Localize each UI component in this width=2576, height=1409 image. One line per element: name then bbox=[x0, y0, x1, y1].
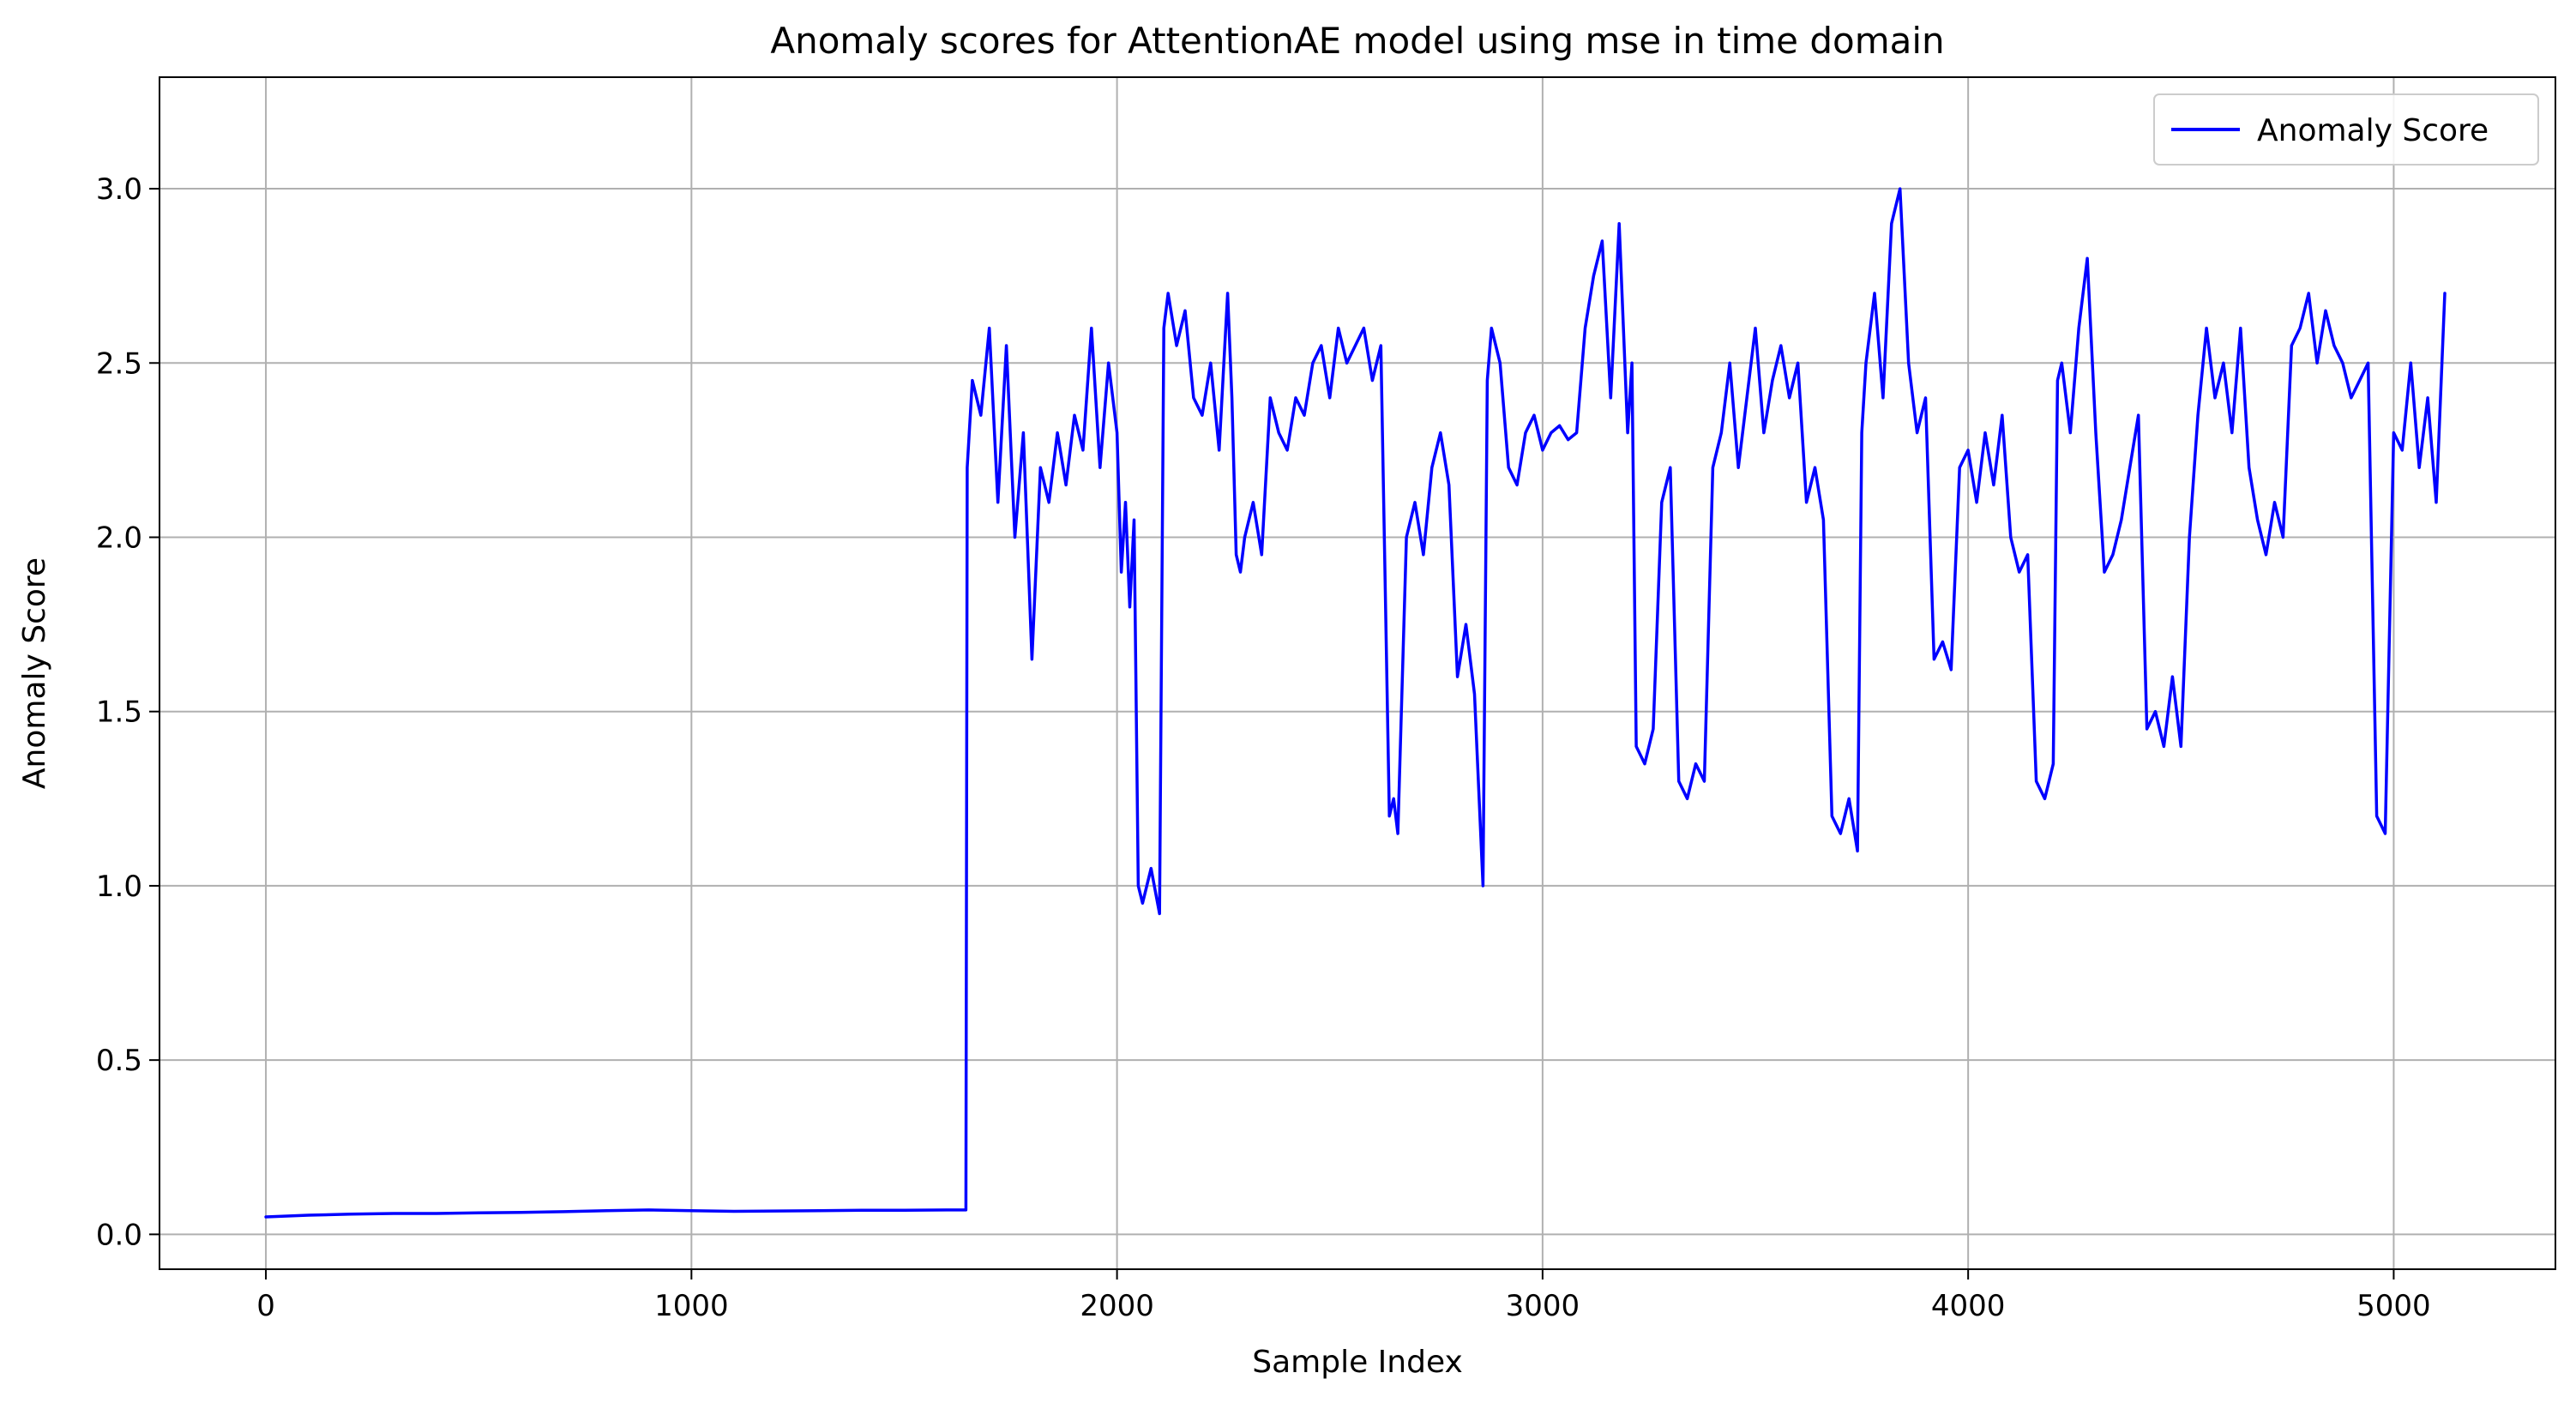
y-tick-label: 0.0 bbox=[96, 1218, 142, 1252]
x-tick-label: 4000 bbox=[1931, 1289, 2006, 1323]
tick-layer: 0 1000 2000 3000 4000 5000 0.0 0.5 1.0 1.5 2.0 2.5 3… bbox=[96, 172, 2431, 1323]
x-tick-label: 5000 bbox=[2356, 1289, 2431, 1323]
legend-entry-anomaly-score: Anomaly Score bbox=[2257, 113, 2489, 148]
y-tick-label: 2.0 bbox=[96, 521, 142, 555]
series-layer bbox=[264, 187, 2447, 1219]
series-line-anomaly-score bbox=[264, 187, 2447, 1219]
x-tick-label: 2000 bbox=[1080, 1289, 1154, 1323]
y-tick-label: 0.5 bbox=[96, 1044, 142, 1078]
y-axis-label: Anomaly Score bbox=[17, 557, 52, 789]
x-axis-label: Sample Index bbox=[1252, 1345, 1463, 1380]
y-tick-label: 3.0 bbox=[96, 172, 142, 207]
y-tick-label: 2.5 bbox=[96, 346, 142, 381]
plot-area-frame bbox=[159, 76, 2556, 1270]
legend-box bbox=[2153, 93, 2539, 166]
x-tick-label: 0 bbox=[256, 1289, 275, 1323]
chart-title: Anomaly scores for AttentionAE model usi… bbox=[770, 20, 1944, 62]
y-tick-label: 1.0 bbox=[96, 870, 142, 904]
x-tick-label: 3000 bbox=[1506, 1289, 1580, 1323]
legend: Anomaly Score bbox=[2153, 93, 2539, 166]
x-tick-label: 1000 bbox=[654, 1289, 729, 1323]
y-tick-label: 1.5 bbox=[96, 695, 142, 730]
